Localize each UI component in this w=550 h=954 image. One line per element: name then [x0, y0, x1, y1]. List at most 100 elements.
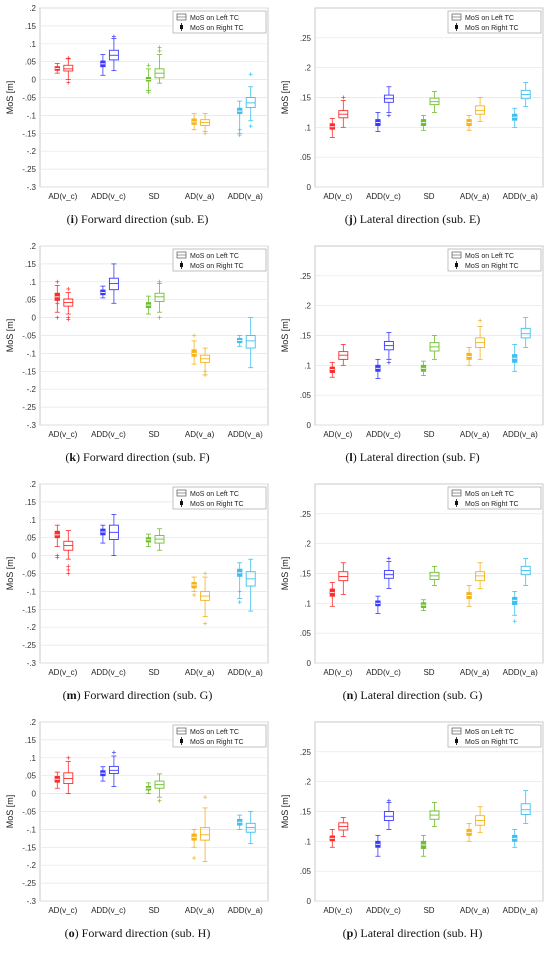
box-right-tc-1: [375, 595, 381, 614]
y-tick-label: 0: [307, 659, 312, 668]
outlier-marker: [203, 372, 208, 377]
legend: MoS on Left TC MoS on Right TC: [172, 248, 267, 272]
y-axis-label: MoS [m]: [280, 319, 290, 353]
legend-frame: [172, 10, 267, 34]
outlier-marker: [203, 131, 208, 136]
y-tick-label: -.05: [22, 808, 36, 817]
y-tick-label: 0: [307, 183, 312, 192]
y-axis-label: MoS [m]: [5, 795, 15, 829]
outlier-marker: [66, 286, 71, 291]
boxplot-k: -.3 -.25 -.2 -.15 -.1 -.05 0 .05 .1 .15 .2 MoS [m] A…: [5, 242, 269, 439]
box-left-tc-4: [520, 317, 531, 348]
y-tick-label: .15: [25, 736, 37, 745]
legend-label-left: MoS on Left TC: [465, 729, 514, 736]
outlier-marker: [111, 750, 116, 755]
box-left-tc-3: [475, 562, 486, 589]
box-left-tc-2: [429, 91, 440, 113]
box-left-tc-4: [245, 72, 256, 129]
x-tick-label: SD: [423, 906, 434, 915]
y-tick-label: .05: [300, 153, 312, 162]
y-tick-label: -.1: [27, 587, 37, 596]
outlier-marker: [192, 856, 197, 861]
x-tick-label: ADD(v_c): [366, 906, 401, 915]
box-left-tc-0: [338, 95, 349, 128]
y-tick-label: -.3: [27, 421, 37, 430]
panel-caption: (i) Forward direction (sub. E): [66, 212, 209, 226]
outlier-marker: [237, 127, 242, 132]
box-left-tc-1: [108, 34, 119, 72]
box-right-tc-3: [191, 576, 197, 597]
x-tick-label: ADD(v_a): [228, 668, 263, 677]
y-tick-label: -.2: [27, 385, 37, 394]
x-tick-label: AD(v_c): [323, 668, 352, 677]
outlier-marker: [237, 600, 242, 605]
box-left-tc-2: [154, 528, 165, 551]
y-tick-label: -.25: [22, 641, 36, 650]
panel-caption-text: Lateral direction (sub. G): [360, 688, 483, 702]
box-right-tc-1: [100, 524, 106, 544]
box-left-tc-3: [200, 113, 211, 136]
box-right-tc-1: [375, 834, 381, 857]
x-tick-label: AD(v_a): [460, 192, 490, 201]
box-right-tc-3: [466, 823, 472, 842]
legend: MoS on Left TC MoS on Right TC: [447, 248, 542, 272]
y-tick-label: -.1: [27, 349, 37, 358]
box-right-tc-1: [100, 54, 106, 76]
box-left-tc-1: [383, 332, 394, 365]
boxplot-i: -.3 -.25 -.2 -.15 -.1 -.05 0 .05 .1 .15 .2 MoS [m] A…: [5, 4, 269, 201]
boxplot-j: 0 .05 .1 .15 .2 .25 MoS [m] AD(v_c) ADD(v_c) SD AD…: [280, 7, 544, 201]
y-tick-label: .2: [304, 778, 311, 787]
x-tick-label: SD: [148, 192, 159, 201]
y-axis-label: MoS [m]: [280, 557, 290, 591]
y-tick-label: .25: [300, 272, 312, 281]
chart-panel-l: 0 .05 .1 .15 .2 .25 MoS [m] AD(v_c) ADD(v_c) SD AD…: [275, 238, 550, 476]
box-right-tc-1: [100, 766, 106, 782]
y-tick-label: .2: [304, 302, 311, 311]
box-left-tc-3: [200, 795, 211, 863]
y-tick-label: .15: [300, 570, 312, 579]
box-left-tc-3: [475, 806, 486, 833]
box-left-tc-2: [429, 565, 440, 586]
chart-panel-p: 0 .05 .1 .15 .2 .25 MoS [m] AD(v_c) ADD(v_c) SD AD…: [275, 714, 550, 952]
y-tick-label: -.05: [22, 94, 36, 103]
x-tick-label: SD: [423, 668, 434, 677]
x-tick-label: AD(v_a): [460, 906, 490, 915]
panel-caption-text: Lateral direction (sub. E): [359, 212, 481, 226]
y-tick-label: .05: [25, 534, 37, 543]
box-right-tc-2: [420, 834, 427, 857]
y-tick-label: .05: [300, 391, 312, 400]
legend-label-right: MoS on Right TC: [190, 263, 244, 270]
legend-label-left: MoS on Left TC: [190, 15, 239, 22]
outlier-marker: [157, 798, 162, 803]
legend-label-right: MoS on Right TC: [465, 739, 519, 746]
box-right-tc-4: [237, 100, 243, 138]
outlier-marker: [237, 589, 242, 594]
y-tick-label: .1: [29, 278, 36, 287]
box: [245, 335, 256, 349]
boxplot-o: -.3 -.25 -.2 -.15 -.1 -.05 0 .05 .1 .15 .2 MoS [m] A…: [5, 718, 269, 915]
box-left-tc-4: [520, 790, 531, 824]
x-tick-label: SD: [423, 430, 434, 439]
panel-letter: n: [346, 688, 354, 702]
legend: MoS on Left TC MoS on Right TC: [172, 724, 267, 748]
outlier-marker: [203, 369, 208, 374]
outlier-marker: [66, 317, 71, 322]
legend-frame: [447, 486, 542, 510]
boxplot-n: 0 .05 .1 .15 .2 .25 MoS [m] AD(v_c) ADD(v_c) SD AD…: [280, 483, 544, 677]
chart-panel-j: 0 .05 .1 .15 .2 .25 MoS [m] AD(v_c) ADD(v_c) SD AD…: [275, 0, 550, 238]
y-tick-label: .25: [300, 34, 312, 43]
legend-swatch-right: [180, 739, 183, 743]
box-left-tc-1: [383, 556, 394, 589]
box: [63, 64, 74, 72]
x-tick-label: AD(v_a): [460, 668, 490, 677]
x-tick-label: AD(v_a): [185, 430, 215, 439]
x-tick-label: ADD(v_a): [228, 192, 263, 201]
x-tick-label: AD(v_a): [185, 192, 215, 201]
box-right-tc-2: [145, 782, 152, 794]
box-right-tc-0: [329, 582, 335, 607]
legend-label-right: MoS on Right TC: [465, 263, 519, 270]
box: [200, 827, 211, 841]
y-axis-label: MoS [m]: [280, 81, 290, 115]
outlier-marker: [55, 555, 60, 560]
box-right-tc-3: [466, 347, 472, 366]
